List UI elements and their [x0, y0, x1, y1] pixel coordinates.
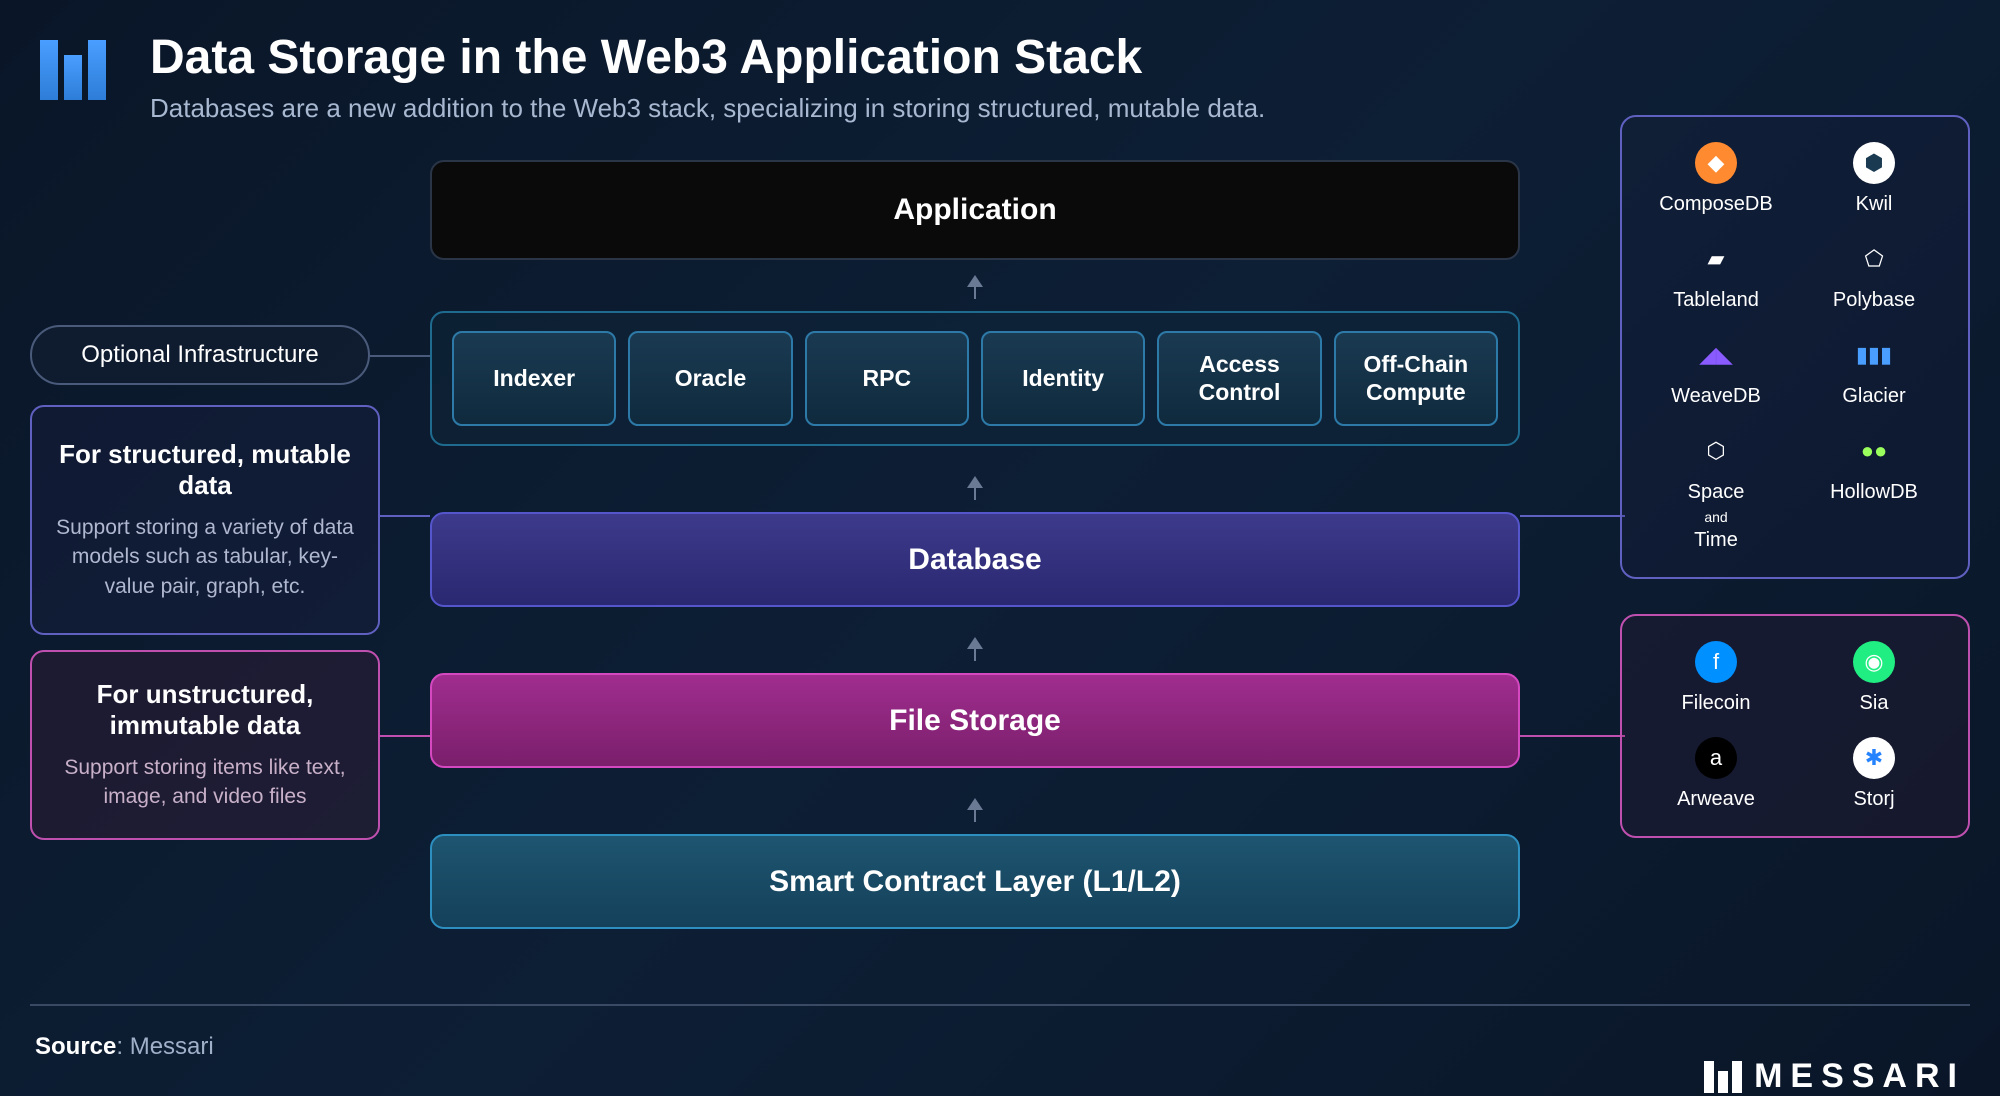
unstructured-body: Support storing items like text, image, …	[52, 753, 358, 812]
provider-name: Kwil	[1856, 192, 1893, 216]
provider-item: ●● HollowDB	[1800, 430, 1948, 552]
structured-annotation: For structured, mutable data Support sto…	[30, 405, 380, 635]
provider-icon: ⬡	[1695, 430, 1737, 472]
provider-name: ComposeDB	[1659, 192, 1772, 216]
provider-name: Arweave	[1677, 787, 1755, 811]
filestorage-providers: f Filecoin ◉ Sia a Arweave ✱ Storj	[1620, 614, 1970, 838]
messari-logo-icon	[40, 30, 120, 100]
arrow-up-icon	[960, 273, 990, 303]
provider-item: ⬠ Polybase	[1800, 238, 1948, 312]
provider-icon: ▮▮▮	[1853, 334, 1895, 376]
provider-icon: ●●	[1853, 430, 1895, 472]
footer-brand-text: MESSARI	[1754, 1057, 1965, 1096]
provider-icon: ⬠	[1853, 238, 1895, 280]
provider-icon: ◢◣	[1695, 334, 1737, 376]
title-block: Data Storage in the Web3 Application Sta…	[150, 30, 1265, 124]
optional-item: RPC	[805, 331, 969, 426]
database-providers: ◆ ComposeDB ⬢ Kwil ▰ Tableland ⬠ Polybase ◢◣ Weav…	[1620, 115, 1970, 579]
page-subtitle: Databases are a new addition to the Web3…	[150, 93, 1265, 124]
provider-name: Sia	[1860, 691, 1889, 715]
provider-icon: a	[1695, 737, 1737, 779]
provider-icon: ✱	[1853, 737, 1895, 779]
provider-item: ▰ Tableland	[1642, 238, 1790, 312]
arrow-up-icon	[960, 796, 990, 826]
arrow-up-icon	[960, 635, 990, 665]
provider-item: ◉ Sia	[1800, 641, 1948, 715]
connector-line	[380, 735, 430, 737]
application-label: Application	[893, 193, 1056, 227]
provider-name: Filecoin	[1682, 691, 1751, 715]
layer-filestorage: File Storage	[430, 673, 1520, 768]
provider-name: Storj	[1853, 787, 1894, 811]
provider-icon: ◉	[1853, 641, 1895, 683]
optional-infra-text: Optional Infrastructure	[81, 341, 318, 369]
footer-divider	[30, 1004, 1970, 1006]
source-label: Source	[35, 1033, 116, 1060]
optional-item: Identity	[981, 331, 1145, 426]
provider-name: HollowDB	[1830, 480, 1918, 504]
layer-application: Application	[430, 160, 1520, 260]
main-content: Optional Infrastructure For structured, …	[30, 160, 1970, 976]
provider-item: ◢◣ WeaveDB	[1642, 334, 1790, 408]
provider-icon: ⬢	[1853, 142, 1895, 184]
source-value: Messari	[130, 1033, 214, 1060]
connector-line	[370, 355, 430, 357]
connector-line	[380, 515, 430, 517]
source-attribution: Source: Messari	[35, 1033, 214, 1061]
provider-item: ✱ Storj	[1800, 737, 1948, 811]
optional-infra-label: Optional Infrastructure	[30, 325, 370, 385]
provider-item: ⬡ SpaceandTime	[1642, 430, 1790, 552]
optional-item: Off-ChainCompute	[1334, 331, 1498, 426]
layer-optional: IndexerOracleRPCIdentityAccessControlOff…	[430, 311, 1520, 446]
filestorage-label: File Storage	[889, 704, 1061, 738]
provider-item: a Arweave	[1642, 737, 1790, 811]
provider-icon: ▰	[1695, 238, 1737, 280]
optional-item: AccessControl	[1157, 331, 1321, 426]
right-panel: ◆ ComposeDB ⬢ Kwil ▰ Tableland ⬠ Polybase ◢◣ Weav…	[1620, 115, 1970, 838]
structured-heading: For structured, mutable data	[52, 439, 358, 501]
provider-icon: f	[1695, 641, 1737, 683]
unstructured-heading: For unstructured, immutable data	[52, 679, 358, 741]
optional-item: Oracle	[628, 331, 792, 426]
smartcontract-label: Smart Contract Layer (L1/L2)	[769, 865, 1181, 899]
layer-database: Database	[430, 512, 1520, 607]
messari-footer-icon	[1704, 1061, 1742, 1093]
provider-name: WeaveDB	[1671, 384, 1761, 408]
unstructured-annotation: For unstructured, immutable data Support…	[30, 650, 380, 840]
header: Data Storage in the Web3 Application Sta…	[40, 30, 1265, 124]
optional-item: Indexer	[452, 331, 616, 426]
connector-line	[1520, 735, 1625, 737]
provider-item: ◆ ComposeDB	[1642, 142, 1790, 216]
provider-item: ▮▮▮ Glacier	[1800, 334, 1948, 408]
center-stack: Application IndexerOracleRPCIdentityAcce…	[430, 160, 1520, 929]
footer-logo: MESSARI	[1704, 1057, 1965, 1096]
arrow-up-icon	[960, 474, 990, 504]
layer-smartcontract: Smart Contract Layer (L1/L2)	[430, 834, 1520, 929]
structured-body: Support storing a variety of data models…	[52, 513, 358, 601]
provider-icon: ◆	[1695, 142, 1737, 184]
provider-name: Tableland	[1673, 288, 1759, 312]
page-title: Data Storage in the Web3 Application Sta…	[150, 30, 1265, 85]
database-label: Database	[908, 543, 1041, 577]
provider-name: SpaceandTime	[1688, 480, 1745, 552]
provider-name: Polybase	[1833, 288, 1915, 312]
connector-line	[1520, 515, 1625, 517]
provider-item: ⬢ Kwil	[1800, 142, 1948, 216]
provider-item: f Filecoin	[1642, 641, 1790, 715]
provider-name: Glacier	[1842, 384, 1905, 408]
